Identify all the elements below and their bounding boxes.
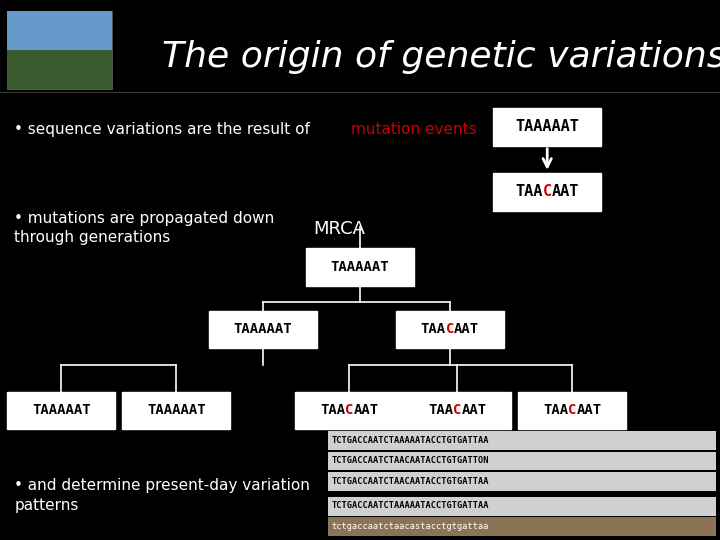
Bar bbox=[328, 497, 716, 516]
Bar bbox=[7, 50, 112, 89]
Text: TCTGACCAATCTAAAAATACCTGTGATTAA: TCTGACCAATCTAAAAATACCTGTGATTAA bbox=[331, 436, 489, 444]
Text: TAA: TAA bbox=[320, 403, 345, 417]
Text: TCTGACCAATCTAAAAATACCTGTGATTAA: TCTGACCAATCTAAAAATACCTGTGATTAA bbox=[331, 502, 489, 510]
Text: tctgaccaatctaacastacctgtgattaa: tctgaccaatctaacastacctgtgattaa bbox=[331, 522, 489, 531]
Text: AAT: AAT bbox=[354, 403, 379, 417]
Bar bbox=[328, 431, 716, 450]
Text: C: C bbox=[543, 184, 552, 199]
Text: The origin of genetic variations: The origin of genetic variations bbox=[162, 40, 720, 73]
Text: TAA: TAA bbox=[543, 403, 568, 417]
Text: • mutations are propagated down
through generations: • mutations are propagated down through … bbox=[14, 211, 274, 245]
Bar bbox=[518, 392, 626, 429]
Text: C: C bbox=[446, 322, 454, 336]
Text: AAT: AAT bbox=[454, 322, 480, 336]
Bar bbox=[403, 392, 511, 429]
Text: AAT: AAT bbox=[552, 184, 579, 199]
Text: TAAAAAT: TAAAAAT bbox=[233, 322, 292, 336]
Text: C: C bbox=[453, 403, 462, 417]
Text: TCTGACCAATCTAACAATACCTGTGATTAA: TCTGACCAATCTAACAATACCTGTGATTAA bbox=[331, 477, 489, 485]
Text: TAAAAAT: TAAAAAT bbox=[147, 403, 206, 417]
Text: mutation events: mutation events bbox=[351, 122, 476, 137]
Text: TCTGACCAATCTAACAATACCTGTGATTON: TCTGACCAATCTAACAATACCTGTGATTON bbox=[331, 456, 489, 465]
Text: TAAAAAT: TAAAAAT bbox=[330, 260, 390, 274]
Bar bbox=[122, 392, 230, 429]
Text: TAA: TAA bbox=[428, 403, 453, 417]
Text: TAA: TAA bbox=[420, 322, 446, 336]
Text: TAAAAAT: TAAAAAT bbox=[515, 119, 579, 134]
Bar bbox=[328, 517, 716, 536]
Bar bbox=[7, 11, 112, 50]
Bar bbox=[328, 451, 716, 470]
Text: TAA: TAA bbox=[515, 184, 542, 199]
Bar bbox=[493, 173, 601, 211]
Text: AAT: AAT bbox=[577, 403, 602, 417]
Text: AAT: AAT bbox=[462, 403, 487, 417]
Bar bbox=[306, 248, 414, 286]
Text: C: C bbox=[568, 403, 577, 417]
Bar bbox=[493, 108, 601, 146]
Bar bbox=[328, 472, 716, 491]
Bar bbox=[396, 310, 504, 348]
Text: • sequence variations are the result of: • sequence variations are the result of bbox=[14, 122, 315, 137]
Text: • and determine present-day variation
patterns: • and determine present-day variation pa… bbox=[14, 478, 310, 512]
Bar bbox=[209, 310, 317, 348]
Text: MRCA: MRCA bbox=[313, 220, 365, 239]
Bar bbox=[7, 392, 115, 429]
Text: C: C bbox=[345, 403, 354, 417]
Bar bbox=[7, 11, 112, 89]
Text: TAAAAAT: TAAAAAT bbox=[32, 403, 91, 417]
Bar bbox=[295, 392, 403, 429]
